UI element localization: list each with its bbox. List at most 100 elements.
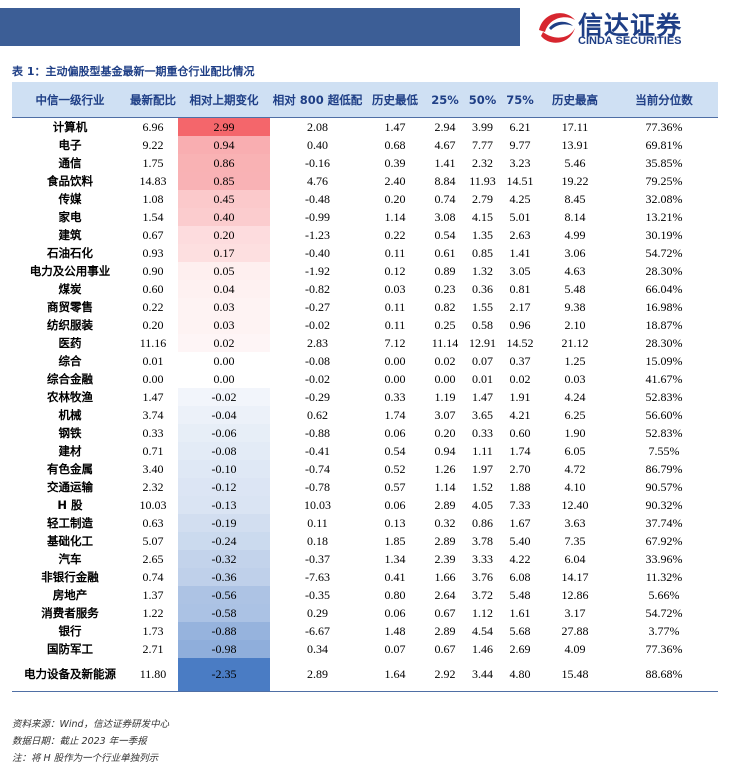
cell: 2.17 xyxy=(509,299,531,314)
cell: 0.11 xyxy=(384,245,406,260)
cell: 4.99 xyxy=(564,227,586,242)
cell: -0.16 xyxy=(305,155,330,170)
cell: 0.11 xyxy=(307,515,328,530)
cell: 1.55 xyxy=(472,299,493,314)
cell: 2.83 xyxy=(307,335,328,350)
cell: 0.40 xyxy=(307,137,328,152)
cell: 1.75 xyxy=(142,155,164,170)
cell: -0.82 xyxy=(305,281,330,296)
table-row: 电力设备及新能源 11.80 -2.35 2.89 1.64 2.92 3.44 4.80 15… xyxy=(12,658,718,692)
cell: 3.07 xyxy=(434,407,456,422)
cell: 3.63 xyxy=(564,515,586,530)
industry-name: 商贸零售 xyxy=(47,299,93,314)
table-row: 非银行金融 0.74 -0.36 -7.63 0.41 1.66 3.76 6.08 14.17… xyxy=(12,568,718,586)
table-row: 医药 11.16 0.02 2.83 7.12 11.14 12.91 14.52 21.12 2… xyxy=(12,334,718,352)
cell: -0.88 xyxy=(305,425,330,440)
industry-name: 交通运输 xyxy=(47,479,93,494)
cell: -0.99 xyxy=(305,209,330,224)
industry-name: 农林牧渔 xyxy=(47,389,93,404)
cell: -1.92 xyxy=(305,263,330,278)
cell: 0.60 xyxy=(142,281,164,296)
cell: 0.06 xyxy=(384,425,406,440)
cell: 0.00 xyxy=(384,371,406,386)
cell: 4.72 xyxy=(564,461,586,476)
cell: 0.12 xyxy=(384,263,406,278)
cell: 11.14 xyxy=(431,335,459,350)
cell: 6.04 xyxy=(564,551,586,566)
cell: 0.85 xyxy=(178,172,270,190)
cell: -1.23 xyxy=(305,227,330,242)
industry-name: 消费者服务 xyxy=(41,605,99,620)
table-row: 商贸零售 0.22 0.03 -0.27 0.11 0.82 1.55 2.17 9.38 16.… xyxy=(12,298,718,316)
cell: 35.85% xyxy=(645,155,683,170)
cell: 4.24 xyxy=(564,389,586,404)
cell: 0.04 xyxy=(178,280,270,298)
cell: 0.00 xyxy=(213,353,235,368)
cell: 0.20 xyxy=(178,226,270,244)
cell: 1.90 xyxy=(564,425,586,440)
cell: 12.91 xyxy=(469,335,496,350)
cell: 4.22 xyxy=(509,551,531,566)
table-row: 钢铁 0.33 -0.06 -0.88 0.06 0.20 0.33 0.60 1.90 52.8… xyxy=(12,424,718,442)
footnote: 注：将 H 股作为一个行业单独列示 xyxy=(12,753,159,764)
cell: 88.68% xyxy=(610,658,718,692)
industry-name: 食品饮料 xyxy=(47,173,93,188)
cell: 3.77% xyxy=(648,623,680,638)
column-header: 50% xyxy=(465,82,500,118)
cell: 0.23 xyxy=(434,281,456,296)
cell: 0.01 xyxy=(472,371,493,386)
cell: 0.54 xyxy=(384,443,406,458)
cell: 4.05 xyxy=(472,497,493,512)
cell: 0.00 xyxy=(213,371,235,386)
cell: -0.13 xyxy=(178,496,270,514)
table-row: 机械 3.74 -0.04 0.62 1.74 3.07 3.65 4.21 6.25 56.60… xyxy=(12,406,718,424)
cell: 69.81% xyxy=(645,137,683,152)
cell: 0.45 xyxy=(178,190,270,208)
cell: 4.63 xyxy=(564,263,586,278)
cell: 3.33 xyxy=(472,551,493,566)
cell: 0.02 xyxy=(178,334,270,352)
table-row: 家电 1.54 0.40 -0.99 1.14 3.08 4.15 5.01 8.14 13.21… xyxy=(12,208,718,226)
cell: 1.32 xyxy=(472,263,493,278)
source-note: 资料来源：Wind，信达证券研发中心 xyxy=(12,719,170,730)
cell: 18.87% xyxy=(645,317,683,332)
cell: -2.35 xyxy=(178,658,270,692)
cell: 77.36% xyxy=(645,119,683,134)
banner xyxy=(0,8,520,46)
table-row: 传媒 1.08 0.45 -0.48 0.20 0.74 2.79 4.25 8.45 32.08… xyxy=(12,190,718,208)
industry-name: 钢铁 xyxy=(58,425,82,440)
brand-name: 信达证券 xyxy=(578,11,683,40)
cell: 6.21 xyxy=(509,119,531,134)
cell: 1.85 xyxy=(384,533,406,548)
cell: 0.82 xyxy=(434,299,456,314)
cell: -0.98 xyxy=(178,640,270,658)
cell: 90.32% xyxy=(645,497,683,512)
cell: 4.09 xyxy=(564,641,586,656)
cell: 1.91 xyxy=(509,389,531,404)
cell: 0.74 xyxy=(142,569,164,584)
industry-name: 银行 xyxy=(58,623,82,638)
table-body: 计算机 6.96 2.99 2.08 1.47 2.94 3.99 6.21 17.11 77.3… xyxy=(12,117,718,692)
column-header: 历史最低 xyxy=(365,82,425,118)
cell: 1.12 xyxy=(472,605,493,620)
cell: 21.12 xyxy=(561,335,589,350)
cell: -0.12 xyxy=(178,478,270,496)
cell: 5.07 xyxy=(142,533,164,548)
cell: -0.02 xyxy=(305,371,330,386)
cell: 12.86 xyxy=(561,587,589,602)
cell: 3.23 xyxy=(509,155,531,170)
cell: 0.60 xyxy=(509,425,531,440)
cell: 0.33 xyxy=(384,389,406,404)
cell: 0.71 xyxy=(142,443,164,458)
cell: 6.08 xyxy=(509,569,531,584)
cell: 2.94 xyxy=(434,119,456,134)
cell: 0.34 xyxy=(307,641,328,656)
cell: -0.88 xyxy=(178,622,270,640)
cell: -0.32 xyxy=(178,550,270,568)
cell: 0.01 xyxy=(142,353,164,368)
brand-name-en: CINDA SECURITIES xyxy=(578,35,682,47)
industry-name: 汽车 xyxy=(58,551,82,566)
industry-name: 电子 xyxy=(58,137,82,152)
cell: 4.67 xyxy=(434,137,456,152)
cell: 41.67% xyxy=(645,371,683,386)
